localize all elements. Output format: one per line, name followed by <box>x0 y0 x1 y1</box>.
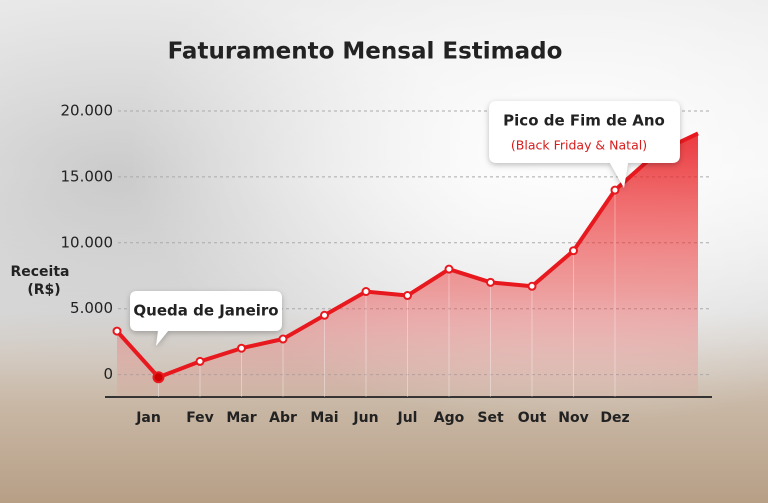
annotation-sub: (Black Friday & Natal) <box>511 138 647 153</box>
x-tick-label: Fev <box>186 410 214 426</box>
x-tick-label: Mar <box>226 410 256 426</box>
y-tick-label: 5.000 <box>70 299 113 317</box>
point <box>527 281 537 291</box>
point <box>237 343 246 353</box>
point <box>444 264 454 274</box>
point <box>278 334 288 344</box>
callout-box <box>489 101 680 188</box>
callout-jan <box>130 291 282 346</box>
point <box>195 356 205 366</box>
y-axis-label: Receita <box>10 264 69 280</box>
point <box>610 185 620 195</box>
x-tick-label: Jul <box>397 410 418 426</box>
x-tick-label: Jun <box>352 410 378 426</box>
x-tick-label: Dez <box>600 410 629 426</box>
chart-title: Faturamento Mensal Estimado <box>168 39 563 65</box>
point <box>112 326 122 336</box>
point <box>486 277 495 287</box>
point <box>320 310 329 320</box>
plot: 0 5.000 10.000 15.000 20.000 Receita (R$) Jan Fe… <box>10 102 712 426</box>
x-tick-label: Nov <box>558 410 588 426</box>
callout-peak <box>489 101 680 188</box>
point <box>569 246 578 256</box>
point <box>403 291 412 301</box>
y-tick-label: 20.000 <box>61 102 114 120</box>
callout-box <box>130 291 282 346</box>
x-tick-label: Out <box>518 410 547 426</box>
y-tick-label: 15.000 <box>61 167 114 185</box>
x-tick-label: Jan <box>135 410 161 426</box>
annotation: Pico de Fim de Ano <box>503 112 665 130</box>
area <box>117 133 698 398</box>
x-tick-label: Abr <box>269 410 297 426</box>
x-tick-label: Ago <box>434 410 465 426</box>
point <box>152 371 165 384</box>
x-tick-label: Mai <box>310 410 338 426</box>
x-tick-label: Set <box>477 410 504 426</box>
y-tick-label: 10.000 <box>61 233 114 251</box>
point <box>361 287 371 297</box>
y-axis-label: (R$) <box>27 282 60 298</box>
annotation: Queda de Janeiro <box>133 302 278 320</box>
y-tick-label: 0 <box>103 365 113 383</box>
